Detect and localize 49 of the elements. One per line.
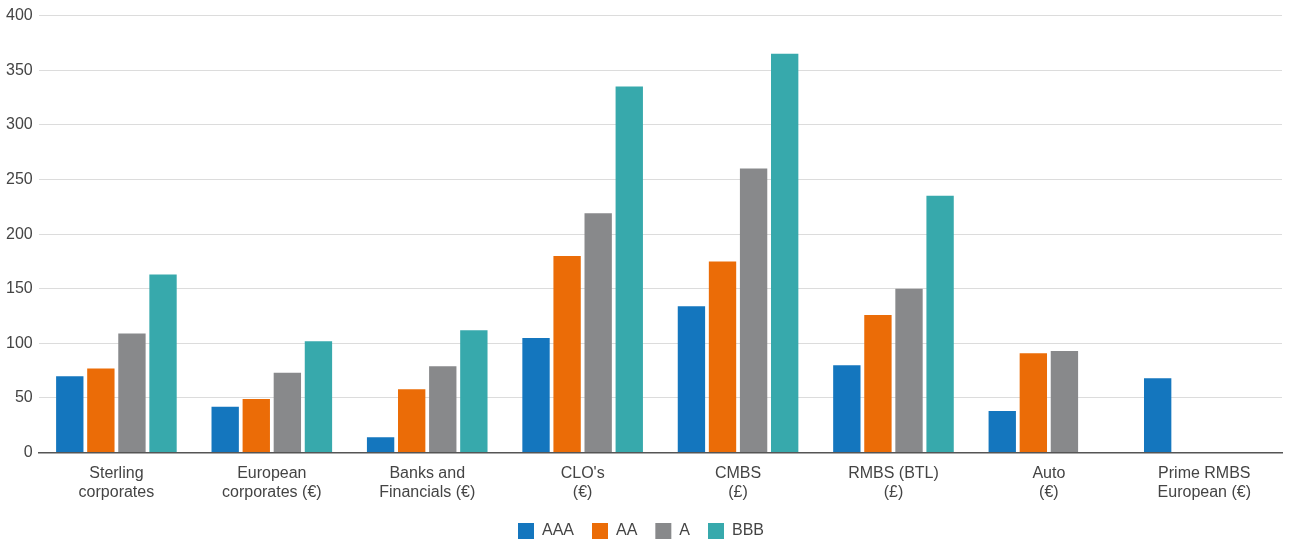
bar <box>56 376 84 453</box>
bar <box>522 337 550 453</box>
bar <box>87 368 115 453</box>
legend-label: AA <box>615 521 638 539</box>
bar <box>708 261 737 453</box>
bar <box>149 274 177 453</box>
bar <box>273 372 302 453</box>
x-tick-label: Auto (€) <box>1032 463 1066 500</box>
bar <box>615 86 643 453</box>
legend-label: A <box>679 521 691 539</box>
y-tick-label: 50 <box>14 388 33 406</box>
x-tick-label: Prime RMBS European (€) <box>1157 463 1251 500</box>
bar <box>304 341 333 453</box>
bar <box>584 213 612 453</box>
bar <box>398 389 426 453</box>
bar <box>429 366 457 453</box>
x-tick-label: European corporates (€) <box>222 463 322 500</box>
y-tick-label: 150 <box>5 279 33 297</box>
bar <box>1019 353 1048 453</box>
bar <box>1143 378 1172 453</box>
y-tick-label: 0 <box>23 443 33 461</box>
y-tick-label: 250 <box>5 169 33 187</box>
x-tick-label: RMBS (BTL) (£) <box>848 463 939 500</box>
bar <box>771 53 799 453</box>
bar <box>739 168 768 453</box>
x-tick-label: CLO's (€) <box>560 463 605 500</box>
bar <box>864 314 892 453</box>
x-tick-label: Banks and Financials (€) <box>379 463 476 500</box>
bar <box>988 411 1016 453</box>
y-tick-label: 200 <box>5 224 33 242</box>
bar <box>118 333 146 453</box>
y-tick-label: 400 <box>5 6 33 24</box>
legend-label: BBB <box>732 521 765 539</box>
bar <box>211 406 239 453</box>
bar <box>833 365 861 453</box>
bar <box>242 399 270 453</box>
legend-label: AAA <box>541 521 575 539</box>
bar <box>553 255 581 453</box>
bar <box>895 288 923 453</box>
y-tick-label: 350 <box>5 60 33 78</box>
x-tick-label: Sterling corporates <box>78 463 155 500</box>
bar <box>1050 351 1079 453</box>
y-tick-label: 300 <box>5 115 33 133</box>
y-tick-label: 100 <box>5 333 33 351</box>
x-tick-label: CMBS (£) <box>714 463 762 500</box>
bar <box>677 306 706 453</box>
bar <box>926 195 954 453</box>
bar <box>460 330 488 453</box>
bar <box>366 437 395 453</box>
